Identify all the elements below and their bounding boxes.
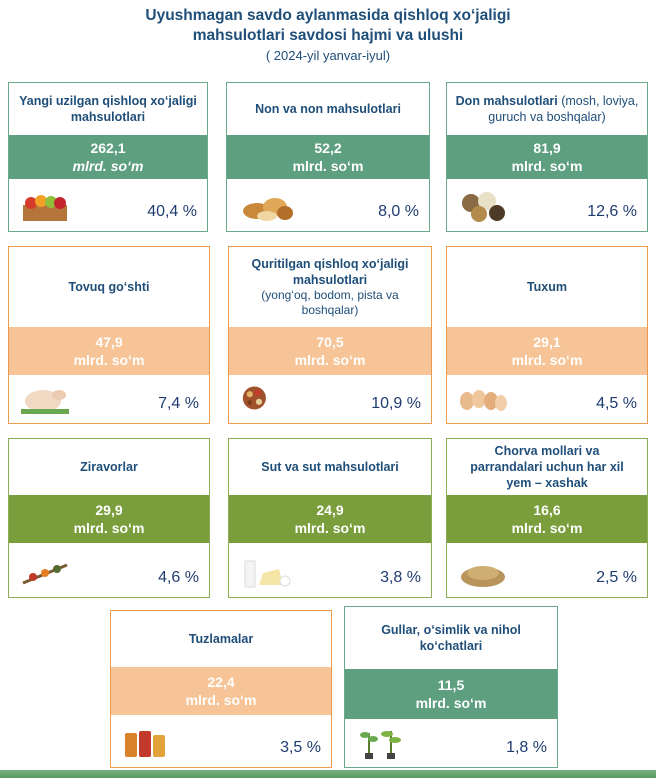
card-dried-produce: Quritilgan qishloq xo‘jaligi mahsulotlar… xyxy=(228,246,432,424)
dairy-icon xyxy=(244,560,291,588)
card-unit: mlrd. so‘m xyxy=(294,352,366,368)
card-value-band: 70,5 mlrd. so‘m xyxy=(229,327,431,375)
card-name: Don mahsulotlari (mosh, loviya, guruch v… xyxy=(455,94,639,124)
card-name: Gullar, o‘simlik va nihol ko‘chatlari xyxy=(381,623,521,653)
card-unit: mlrd. so‘m xyxy=(185,692,257,708)
fruit-crate-icon xyxy=(23,195,67,221)
card-bread: Non va non mahsulotlari 52,2 mlrd. so‘m … xyxy=(226,82,430,232)
spices-icon xyxy=(22,563,68,585)
card-share: 3,8 % xyxy=(380,569,421,586)
card-name: Quritilgan qishloq xo‘jaligi mahsulotlar… xyxy=(251,257,409,317)
title-line-2: mahsulotlari savdosi hajmi va ulushi xyxy=(192,27,464,44)
card-value-band: 47,9 mlrd. so‘m xyxy=(9,327,209,375)
card-eggs: Tuxum 29,1 mlrd. so‘m 4,5 % xyxy=(446,246,648,424)
card-name: Tuzlamalar xyxy=(188,632,254,646)
card-name: Non va non mahsulotlari xyxy=(255,102,401,116)
card-share: 4,5 % xyxy=(596,395,637,412)
card-chicken: Tovuq go‘shti 47,9 mlrd. so‘m 7,4 % xyxy=(8,246,210,424)
header: Uyushmagan savdo aylanmasida qishloq xo‘… xyxy=(0,6,656,65)
bread-icon xyxy=(243,198,293,221)
card-value-band: 22,4 mlrd. so‘m xyxy=(111,667,331,715)
page-subtitle: ( 2024-yil yanvar-iyul) xyxy=(265,48,391,63)
seedlings-icon xyxy=(360,731,401,759)
card-share: 3,5 % xyxy=(280,739,321,756)
card-unit: mlrd. so‘m xyxy=(73,352,145,368)
card-share: 2,5 % xyxy=(596,569,637,586)
page-title: Uyushmagan savdo aylanmasida qishloq xo‘… xyxy=(0,6,656,46)
card-name: Yangi uzilgan qishloq xo‘jaligi mahsulot… xyxy=(19,94,197,124)
card-spices: Ziravorlar 29,9 mlrd. so‘m 4,6 % xyxy=(8,438,210,598)
card-value: 70,5 xyxy=(316,334,344,350)
card-dairy: Sut va sut mahsulotlari 24,9 mlrd. so‘m … xyxy=(228,438,432,598)
feed-grain-icon xyxy=(461,566,505,587)
card-unit: mlrd. so‘m xyxy=(72,158,144,174)
card-value-band: 81,9 mlrd. so‘m xyxy=(447,135,647,179)
card-value: 52,2 xyxy=(314,140,342,156)
card-value-band: 29,1 mlrd. so‘m xyxy=(447,327,647,375)
card-value-band: 11,5 mlrd. so‘m xyxy=(345,669,557,719)
grain-bowls-icon xyxy=(462,192,505,222)
card-value: 262,1 xyxy=(90,140,126,156)
chicken-icon xyxy=(21,390,69,414)
card-unit: mlrd. so‘m xyxy=(292,158,364,174)
card-value: 22,4 xyxy=(207,674,235,690)
card-share: 4,6 % xyxy=(158,569,199,586)
card-name: Tovuq go‘shti xyxy=(68,280,150,294)
card-value: 29,9 xyxy=(95,502,123,518)
card-value: 16,6 xyxy=(533,502,561,518)
card-livestock-feed: Chorva mollari va parrandalari uchun har… xyxy=(446,438,648,598)
card-share: 40,4 % xyxy=(147,203,197,220)
card-unit: mlrd. so‘m xyxy=(294,520,366,536)
card-unit: mlrd. so‘m xyxy=(73,520,145,536)
card-unit: mlrd. so‘m xyxy=(511,352,583,368)
card-pickles: Tuzlamalar 22,4 mlrd. so‘m 3,5 % xyxy=(110,610,332,768)
card-value-band: 24,9 mlrd. so‘m xyxy=(229,495,431,543)
card-grains: Don mahsulotlari (mosh, loviya, guruch v… xyxy=(446,82,648,232)
card-value: 29,1 xyxy=(533,334,561,350)
dried-fruits-icon xyxy=(242,386,266,410)
card-share: 12,6 % xyxy=(587,203,637,220)
card-share: 7,4 % xyxy=(158,395,199,412)
card-name: Chorva mollari va parrandalari uchun har… xyxy=(470,444,624,490)
card-flowers-seedlings: Gullar, o‘simlik va nihol ko‘chatlari 11… xyxy=(344,606,558,768)
footer-bar xyxy=(0,770,656,778)
pickles-icon xyxy=(125,731,165,757)
card-value: 81,9 xyxy=(533,140,561,156)
card-share: 1,8 % xyxy=(506,739,547,756)
card-share: 10,9 % xyxy=(371,395,421,412)
card-value: 11,5 xyxy=(437,677,465,693)
card-fresh-produce: Yangi uzilgan qishloq xo‘jaligi mahsulot… xyxy=(8,82,208,232)
card-value-band: 16,6 mlrd. so‘m xyxy=(447,495,647,543)
title-line-1: Uyushmagan savdo aylanmasida qishloq xo‘… xyxy=(145,7,511,24)
card-value: 47,9 xyxy=(95,334,123,350)
card-name: Sut va sut mahsulotlari xyxy=(261,460,399,474)
card-value-band: 29,9 mlrd. so‘m xyxy=(9,495,209,543)
eggs-icon xyxy=(460,390,507,411)
card-unit: mlrd. so‘m xyxy=(511,520,583,536)
card-unit: mlrd. so‘m xyxy=(511,158,583,174)
card-value-band: 262,1 mlrd. so‘m xyxy=(9,135,207,179)
card-value-band: 52,2 mlrd. so‘m xyxy=(227,135,429,179)
card-value: 24,9 xyxy=(316,502,344,518)
card-name: Ziravorlar xyxy=(80,460,138,474)
card-unit: mlrd. so‘m xyxy=(415,695,487,711)
card-name: Tuxum xyxy=(526,280,568,294)
card-share: 8,0 % xyxy=(378,203,419,220)
